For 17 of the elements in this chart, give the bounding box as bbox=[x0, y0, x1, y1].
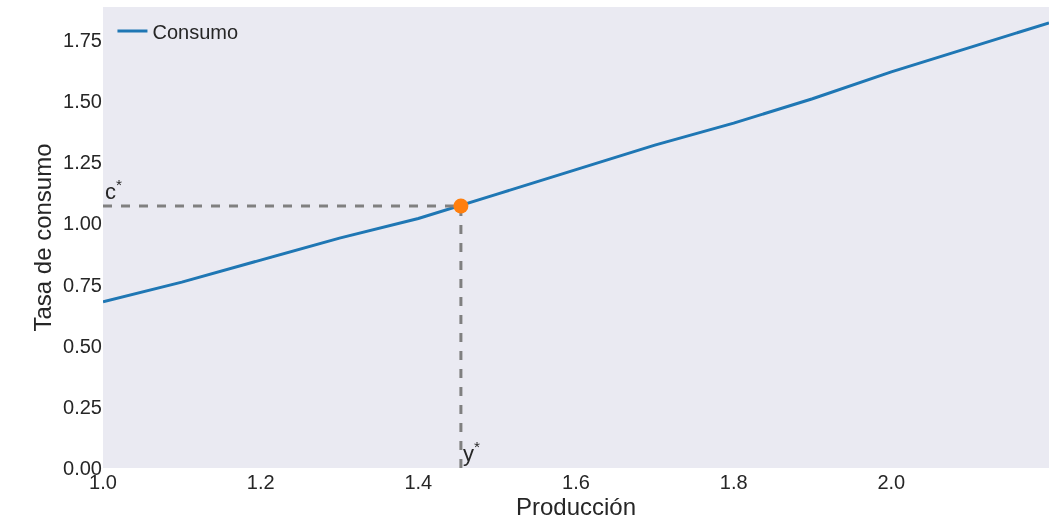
annotation: c$^{*}$ bbox=[105, 176, 122, 205]
y-axis-title: Tasa de consumo bbox=[29, 143, 57, 332]
x-tick-label: 2.0 bbox=[877, 471, 906, 493]
y-tick-label: 0.50 bbox=[63, 334, 102, 357]
annotation: y$^{*}$ bbox=[463, 438, 480, 467]
x-tick-label: 1.4 bbox=[404, 471, 433, 493]
x-tick-label: 1.6 bbox=[562, 471, 590, 493]
x-axis-title: Producción bbox=[515, 493, 637, 520]
x-tick-label: 1.2 bbox=[246, 471, 275, 493]
y-tick-label: 1.00 bbox=[63, 212, 102, 235]
y-tick-label: 1.25 bbox=[63, 151, 102, 174]
y-tick-label: 0.75 bbox=[63, 273, 102, 296]
x-tick-label: 1.8 bbox=[719, 471, 748, 493]
y-tick-label: 1.50 bbox=[63, 90, 102, 113]
y-tick-label: 1.75 bbox=[63, 29, 102, 52]
y-tick-label: 0.25 bbox=[63, 395, 102, 418]
legend-label: Consumo bbox=[152, 20, 239, 43]
